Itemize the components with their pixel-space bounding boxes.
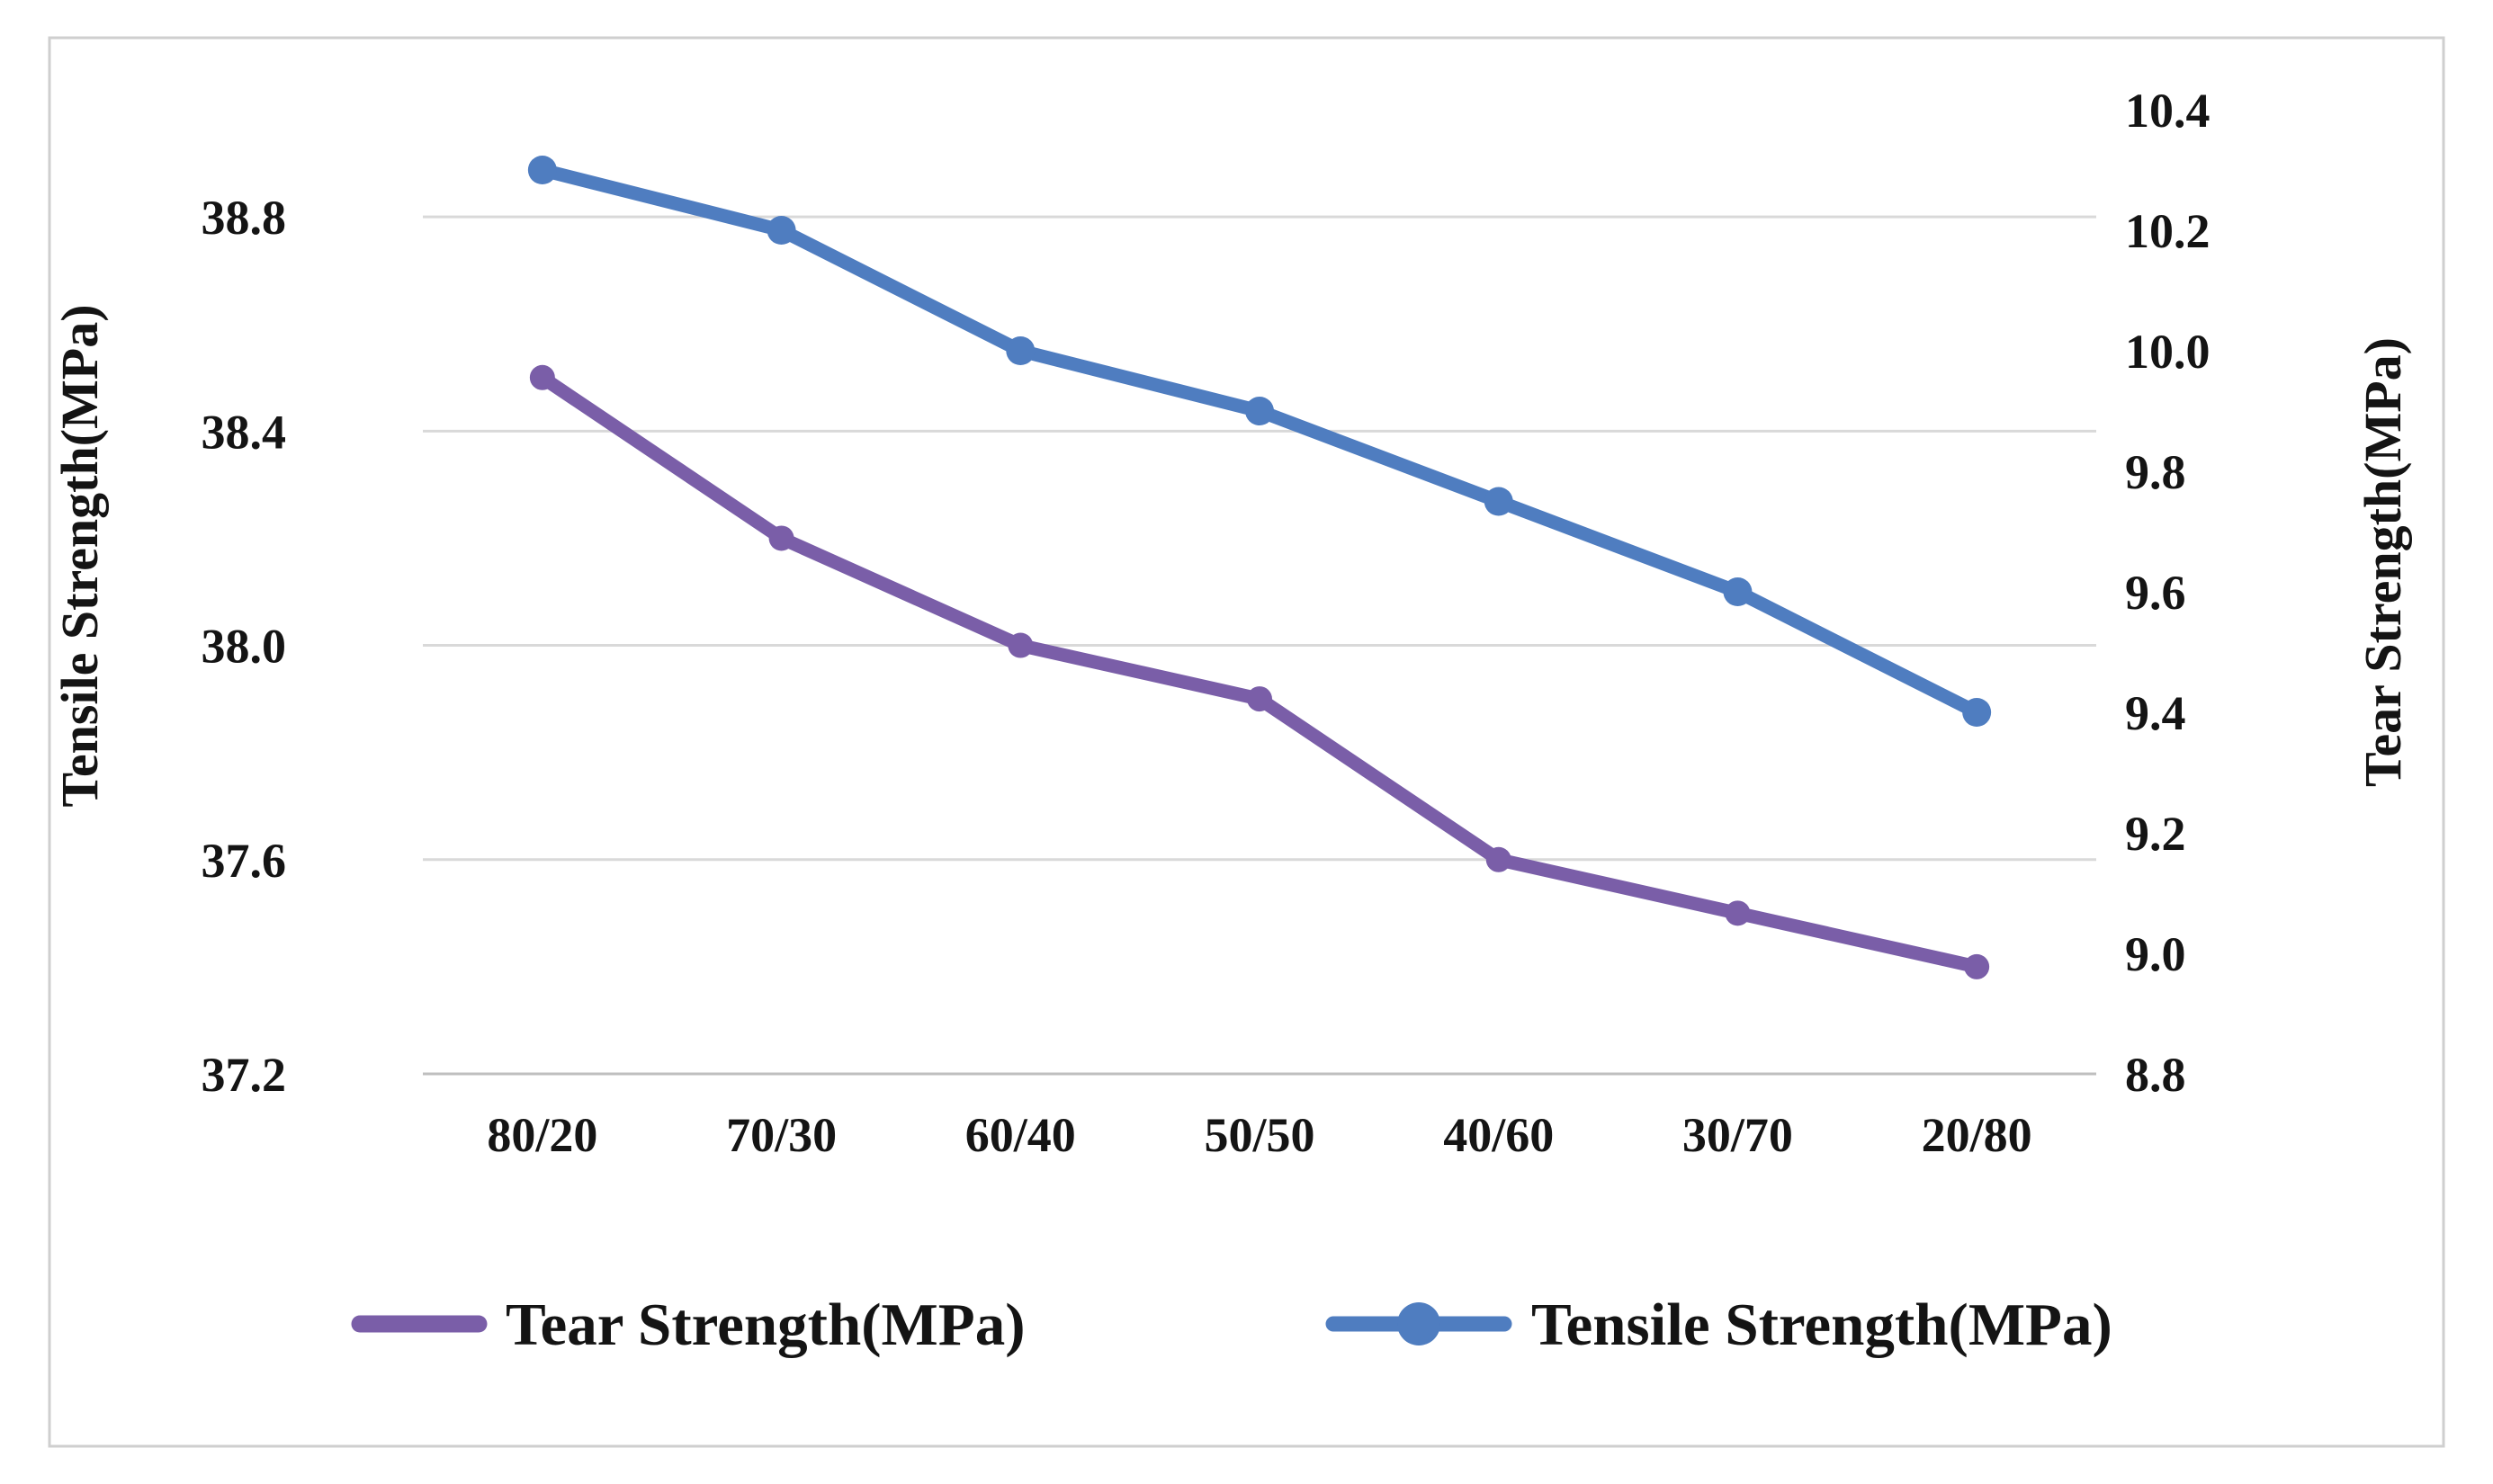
data-point-marker <box>1962 698 1992 727</box>
data-point-marker <box>1484 487 1513 516</box>
legend-label: Tensile Strength(MPa) <box>1531 1292 2112 1358</box>
right-tick-label: 9.0 <box>2125 927 2186 981</box>
right-tick-label: 9.4 <box>2125 686 2186 740</box>
x-axis-category-label: 50/50 <box>1204 1108 1314 1162</box>
data-point-marker <box>1008 632 1034 658</box>
right-axis-title: Tear Strength(MPa) <box>2354 337 2412 787</box>
left-axis-title: Tensile Strength(MPa) <box>50 304 109 807</box>
data-point-marker <box>1245 397 1274 425</box>
right-tick-label: 10.0 <box>2125 325 2211 379</box>
data-point-marker <box>1723 577 1753 606</box>
left-tick-label: 37.6 <box>202 834 287 888</box>
left-axis-ticks: 38.8 38.4 38.0 37.6 37.2 <box>202 191 287 1102</box>
x-axis-labels: 80/20 70/30 60/40 50/50 40/60 30/70 20/80 <box>487 1108 2031 1162</box>
x-axis-category-label: 70/30 <box>726 1108 837 1162</box>
right-tick-label: 9.8 <box>2125 445 2186 499</box>
x-axis-category-label: 80/20 <box>487 1108 597 1162</box>
data-point-marker <box>527 156 557 184</box>
legend-item-tear: Tear Strength(MPa) <box>351 1292 1026 1358</box>
data-point-marker <box>1006 336 1036 365</box>
x-axis-category-label: 40/60 <box>1443 1108 1554 1162</box>
data-point-marker <box>767 216 796 245</box>
data-point-marker <box>1964 953 1990 979</box>
tear-strength-line <box>535 371 1984 974</box>
left-tick-label: 38.8 <box>202 191 287 245</box>
right-tick-label: 8.8 <box>2125 1048 2186 1102</box>
x-axis-category-label: 60/40 <box>965 1108 1076 1162</box>
left-tick-label: 38.0 <box>202 620 287 674</box>
left-tick-label: 38.4 <box>202 405 287 459</box>
right-tick-label: 9.6 <box>2125 566 2186 620</box>
right-axis-ticks: 10.4 10.2 10.0 9.8 9.6 9.4 9.2 9.0 8.8 <box>2125 84 2211 1102</box>
data-point-marker <box>1247 686 1272 712</box>
left-tick-label: 37.2 <box>202 1048 287 1102</box>
x-axis-category-label: 30/70 <box>1682 1108 1793 1162</box>
gridlines <box>423 215 2096 1076</box>
chart-border <box>48 36 2445 1448</box>
data-series <box>527 156 1992 979</box>
right-tick-label: 10.2 <box>2125 204 2211 258</box>
data-point-marker <box>1725 900 1751 926</box>
legend-item-tensile: Tensile Strength(MPa) <box>1325 1292 2112 1358</box>
data-point-marker <box>768 525 794 551</box>
legend: Tear Strength(MPa) Tensile Strength(MPa) <box>351 1292 2112 1358</box>
legend-label: Tear Strength(MPa) <box>506 1292 1026 1358</box>
x-axis-category-label: 20/80 <box>1922 1108 2032 1162</box>
right-tick-label: 9.2 <box>2125 807 2186 861</box>
tensile-strength-line <box>535 163 1984 720</box>
tensile-legend-marker-icon <box>1397 1302 1440 1345</box>
right-tick-label: 10.4 <box>2125 84 2211 138</box>
data-point-marker <box>1485 846 1511 872</box>
data-point-marker <box>529 364 555 390</box>
